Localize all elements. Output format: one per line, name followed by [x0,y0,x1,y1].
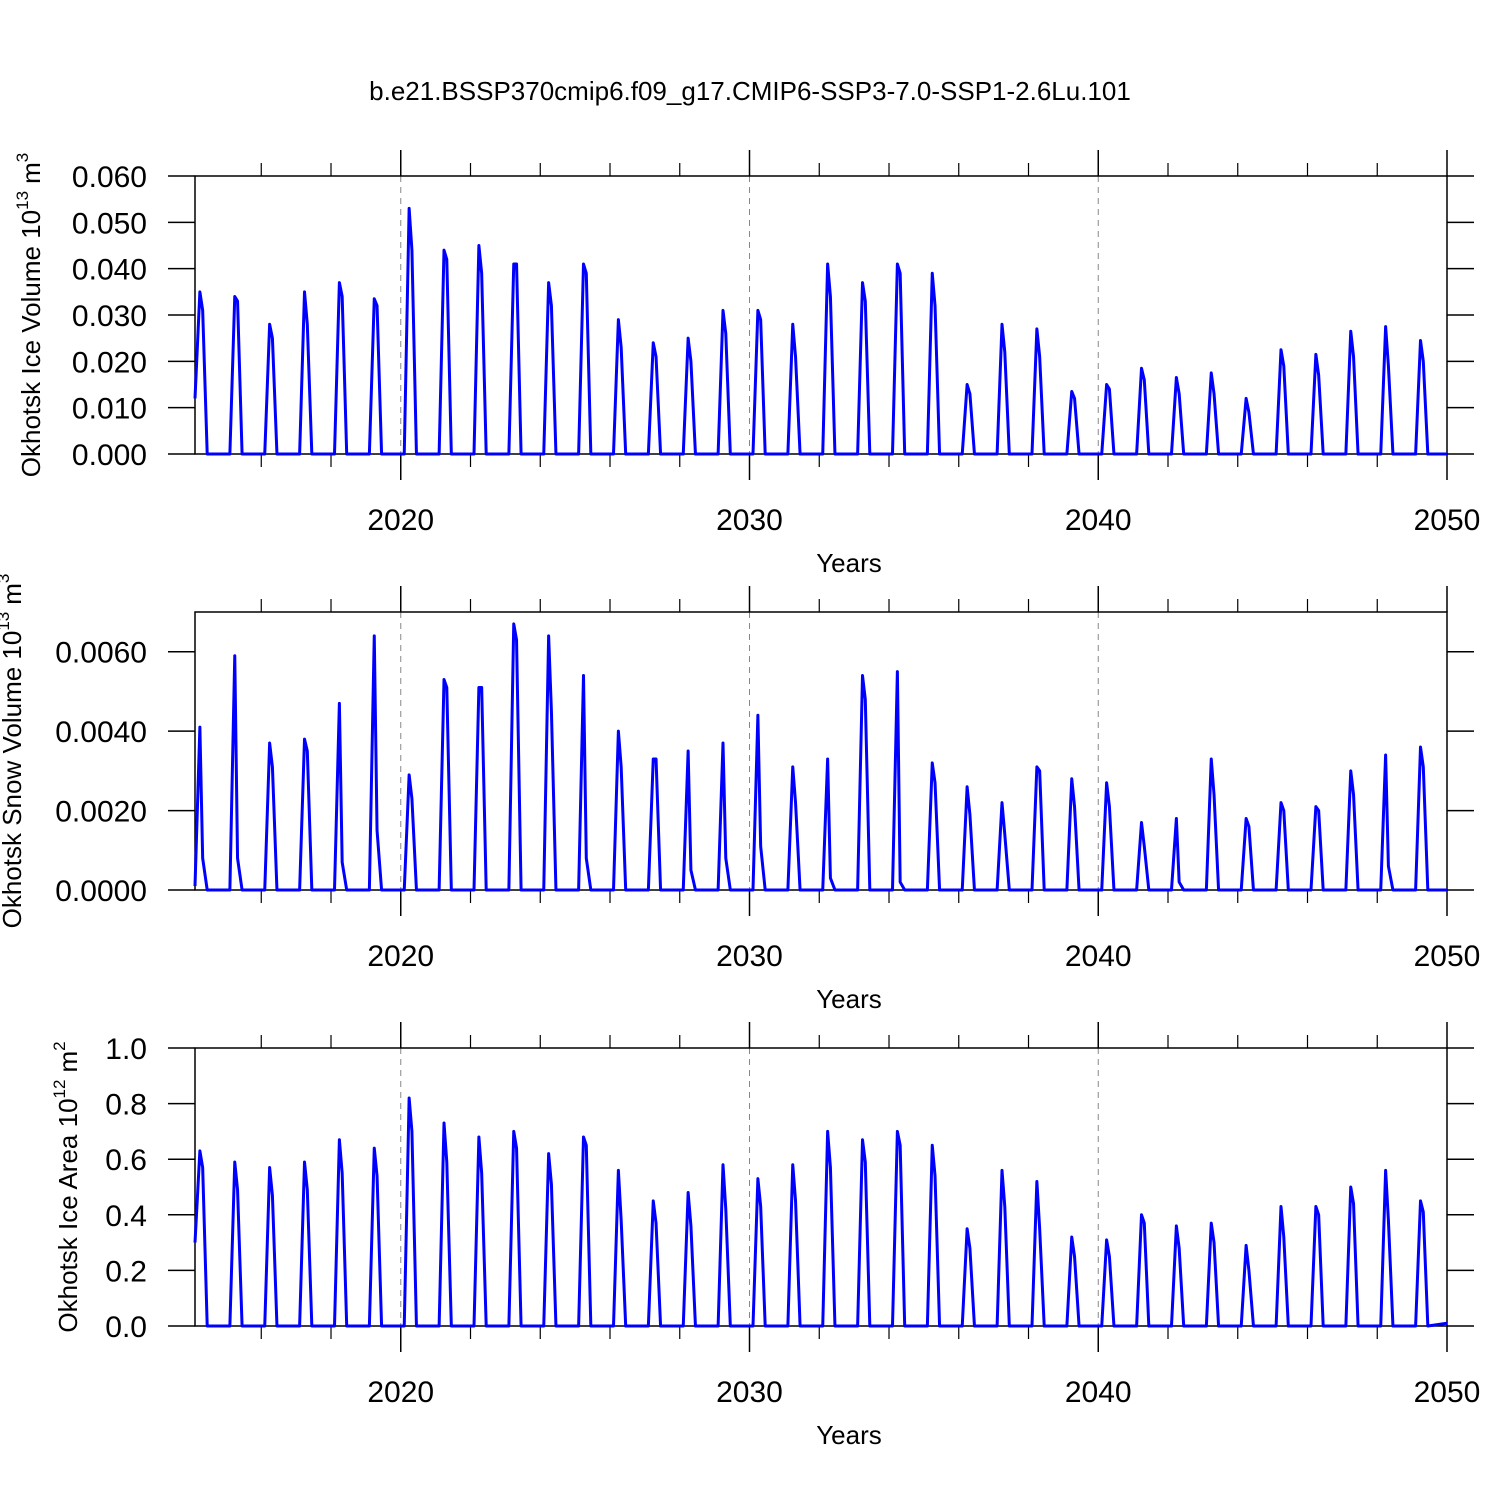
y-label-text: m [16,162,46,184]
x-tick-label: 2050 [1414,1376,1481,1409]
y-label-exponent: 2 [50,1041,69,1050]
y-tick-label: 0.060 [72,161,147,194]
y-tick-label: 0.000 [72,439,147,472]
x-axis-label: Years [816,1420,882,1450]
x-tick-label: 2030 [716,1376,783,1409]
x-tick-label: 2020 [367,504,434,537]
y-label-exponent: 13 [13,191,32,210]
y-tick-label: 0.0020 [55,796,147,829]
y-tick-label: 0.2 [105,1255,147,1288]
y-tick-label: 0.0000 [55,875,147,908]
plot-frame [194,1047,1448,1327]
y-tick-label: 0.4 [105,1200,147,1233]
x-tick-label: 2030 [716,940,783,973]
y-tick-label: 0.030 [72,300,147,333]
y-axis-label: Okhotsk Snow Volume 1013 m3 [0,574,27,929]
plot-frame [194,175,1448,455]
y-label-exponent: 12 [50,1080,69,1099]
y-label-text: m [0,583,27,605]
y-tick-label: 0.040 [72,254,147,287]
y-label-text: Okhotsk Ice Area 10 [53,1098,83,1332]
plot-frame [194,611,1448,891]
chart-title: b.e21.BSSP370cmip6.f09_g17.CMIP6-SSP3-7.… [369,76,1131,106]
y-label-text: Okhotsk Ice Volume 10 [16,210,46,477]
y-tick-label: 0.0060 [55,637,147,670]
x-axis-label: Years [816,548,882,578]
y-tick-label: 0.0 [105,1311,147,1344]
y-label-text: m [53,1051,83,1073]
y-axis-label: Okhotsk Ice Volume 1013 m3 [13,153,46,477]
y-label-exponent: 13 [0,612,13,631]
x-tick-label: 2050 [1414,504,1481,537]
y-tick-label: 0.0040 [55,716,147,749]
y-tick-label: 0.8 [105,1089,147,1122]
y-tick-label: 0.020 [72,346,147,379]
y-tick-label: 0.050 [72,207,147,240]
data-line [193,206,1447,456]
x-axis-label: Years [816,984,882,1014]
x-tick-label: 2020 [367,1376,434,1409]
y-axis-label: Okhotsk Ice Area 1012 m2 [50,1041,83,1332]
x-tick-label: 2040 [1065,504,1132,537]
x-tick-label: 2020 [367,940,434,973]
data-line [193,622,1447,892]
y-tick-label: 0.6 [105,1144,147,1177]
x-tick-label: 2040 [1065,1376,1132,1409]
y-tick-label: 0.010 [72,393,147,426]
x-tick-label: 2040 [1065,940,1132,973]
y-label-exponent: 3 [0,574,13,583]
y-label-exponent: 3 [13,153,32,162]
data-line [193,1096,1448,1328]
x-tick-label: 2050 [1414,940,1481,973]
y-tick-label: 1.0 [105,1033,147,1066]
x-tick-label: 2030 [716,504,783,537]
y-label-text: Okhotsk Snow Volume 10 [0,631,27,929]
